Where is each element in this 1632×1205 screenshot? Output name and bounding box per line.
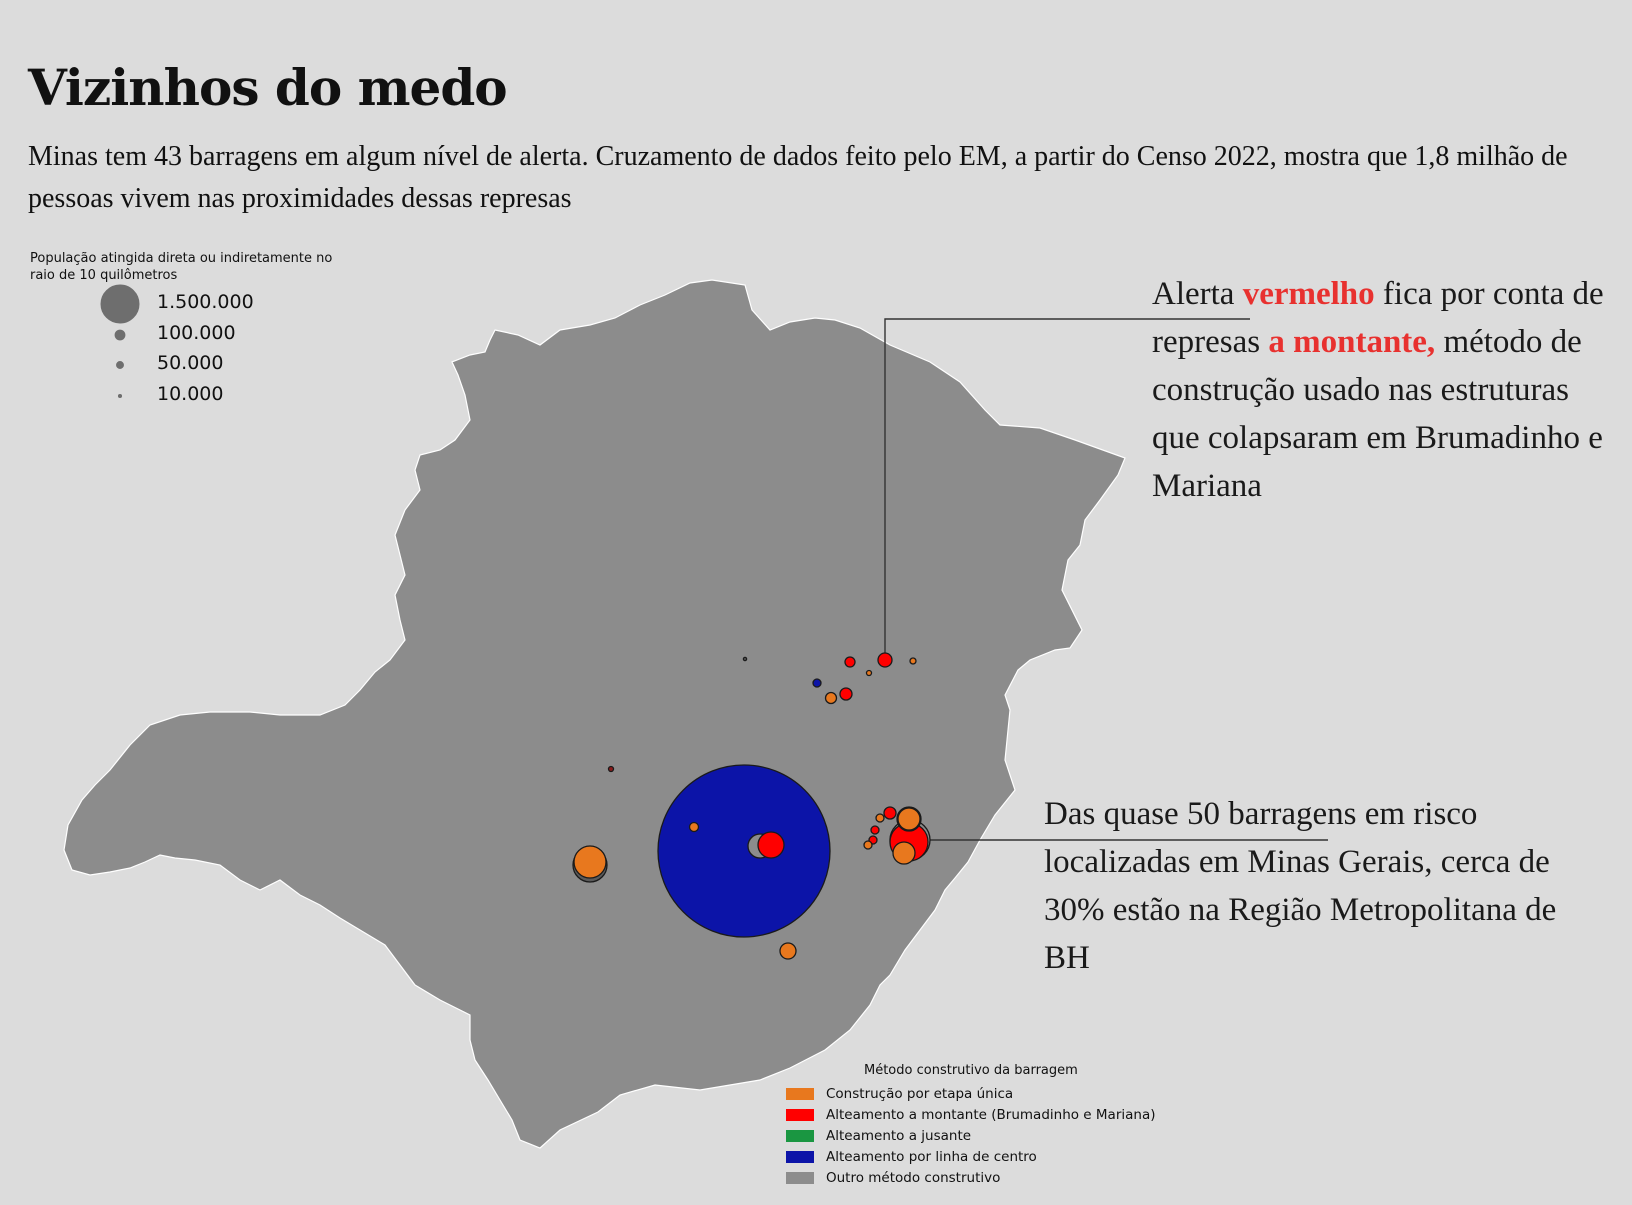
annotation-red-alert: Alerta vermelho fica por conta de repres… bbox=[1152, 270, 1622, 510]
legend-swatch bbox=[786, 1171, 814, 1184]
annotation-text: método de construção usado nas estrutura… bbox=[1152, 324, 1603, 504]
annotation-highlight: a montante, bbox=[1268, 324, 1436, 360]
legend-item-linha-de-centro: Alteamento por linha de centro bbox=[786, 1146, 1155, 1167]
size-legend-label: 50.000 bbox=[157, 352, 224, 374]
legend-label: Outro método construtivo bbox=[826, 1169, 1001, 1186]
dam-marker bbox=[844, 656, 856, 668]
dam-marker bbox=[883, 806, 897, 820]
size-legend-circle bbox=[117, 393, 123, 399]
size-legend-circle bbox=[116, 361, 124, 369]
category-legend-title: Método construtivo da barragem bbox=[864, 1063, 1078, 1078]
dam-markers bbox=[572, 652, 931, 960]
dam-marker bbox=[688, 821, 700, 833]
size-legend-circles bbox=[100, 284, 140, 399]
annotation-bh: Das quase 50 barragens em risco localiza… bbox=[1044, 796, 1557, 976]
annotation-highlight: vermelho bbox=[1242, 276, 1375, 312]
dam-marker bbox=[839, 687, 853, 701]
dam-marker bbox=[607, 765, 615, 773]
dam-marker bbox=[779, 942, 797, 960]
legend-item-etapa-unica: Construção por etapa única bbox=[786, 1083, 1155, 1104]
dam-marker bbox=[757, 831, 785, 859]
legend-label: Construção por etapa única bbox=[826, 1085, 1014, 1102]
legend-swatch bbox=[786, 1108, 814, 1121]
legend-label: Alteamento a montante (Brumadinho e Mari… bbox=[826, 1106, 1156, 1123]
size-legend-circle bbox=[114, 329, 126, 341]
dam-marker bbox=[897, 807, 921, 831]
legend-label: Alteamento por linha de centro bbox=[826, 1148, 1037, 1165]
legend-swatch bbox=[786, 1150, 814, 1163]
size-legend-circle bbox=[100, 284, 140, 324]
legend-label: Alteamento a jusante bbox=[826, 1127, 972, 1144]
legend-item-montante: Alteamento a montante (Brumadinho e Mari… bbox=[786, 1104, 1155, 1125]
dam-marker bbox=[865, 669, 873, 677]
legend-swatch bbox=[786, 1087, 814, 1100]
dam-marker bbox=[875, 813, 885, 823]
size-legend-label: 1.500.000 bbox=[157, 291, 254, 313]
annotation-text: fica por conta de represas bbox=[1152, 276, 1604, 360]
dam-marker bbox=[573, 845, 607, 879]
annotation-text: Alerta bbox=[1152, 276, 1243, 312]
dam-marker bbox=[742, 656, 748, 662]
dam-marker bbox=[812, 678, 822, 688]
dam-marker bbox=[870, 825, 880, 835]
size-legend-label: 10.000 bbox=[157, 383, 224, 405]
leader-line-red bbox=[884, 318, 1250, 660]
annotation-leader-lines bbox=[884, 318, 1328, 841]
category-legend: Método construtivo da barragem Construçã… bbox=[786, 1063, 1155, 1188]
map-title: Vizinhos do medo bbox=[28, 58, 508, 117]
map-subtitle: Minas tem 43 barragens em algum nível de… bbox=[28, 141, 1568, 214]
legend-item-outro: Outro método construtivo bbox=[786, 1167, 1155, 1188]
dam-marker bbox=[892, 841, 916, 865]
legend-item-jusante: Alteamento a jusante bbox=[786, 1125, 1155, 1146]
minas-gerais-state-shape bbox=[63, 279, 1126, 1149]
dam-marker bbox=[863, 840, 873, 850]
dam-marker bbox=[824, 691, 838, 705]
dam-marker bbox=[909, 657, 917, 665]
dam-marker bbox=[877, 652, 893, 668]
legend-swatch bbox=[786, 1129, 814, 1142]
size-legend-label: 100.000 bbox=[157, 322, 236, 344]
dam-marker bbox=[657, 764, 831, 938]
size-legend-title: População atingida direta ou indiretamen… bbox=[30, 251, 333, 283]
